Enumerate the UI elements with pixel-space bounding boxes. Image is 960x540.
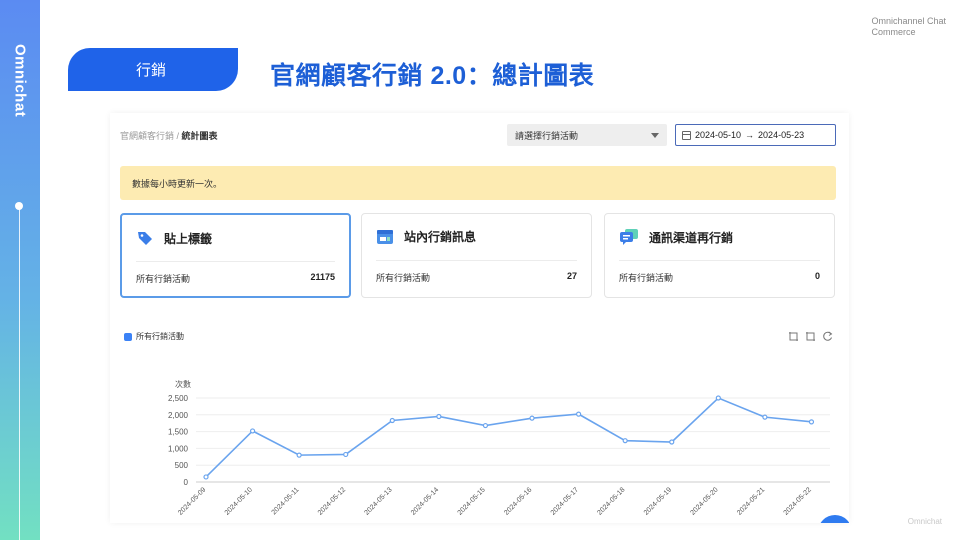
card-row-value: 21175 xyxy=(310,272,335,282)
data-point[interactable] xyxy=(482,422,489,429)
calendar-icon xyxy=(682,130,691,140)
onsite-message-icon xyxy=(377,229,393,244)
y-tick-label: 1,000 xyxy=(168,444,189,453)
sidebar-timeline-dot xyxy=(15,202,23,210)
header-tagline: Omnichannel Chat Commerce xyxy=(871,16,946,38)
data-point[interactable] xyxy=(529,415,535,421)
data-point[interactable] xyxy=(203,474,209,480)
section-tag-label: 行銷 xyxy=(135,62,166,79)
data-point[interactable] xyxy=(762,414,768,420)
chart-toolbox xyxy=(788,331,833,342)
update-notice: 數據每小時更新一次。 xyxy=(120,166,836,200)
card-channel-remarketing[interactable]: 通訊渠道再行銷 所有行銷活動 0 xyxy=(604,213,835,298)
data-point[interactable] xyxy=(715,395,721,401)
campaign-select-placeholder: 請選擇行銷活動 xyxy=(515,130,579,141)
data-point[interactable] xyxy=(296,452,302,458)
chat-fab-button[interactable] xyxy=(818,515,849,523)
slide-title: 官網顧客行銷 2.0：總計圖表 xyxy=(270,62,595,90)
card-divider xyxy=(136,261,335,262)
date-range-picker[interactable]: 2024-05-10 → 2024-05-23 xyxy=(675,124,836,146)
card-row-label: 所有行銷活動 xyxy=(136,274,191,284)
x-tick-label: 2024-05-21 xyxy=(736,486,766,516)
x-tick-label: 2024-05-10 xyxy=(224,486,254,516)
chat-channel-icon xyxy=(620,229,638,245)
sidebar-brand: Omnichat xyxy=(8,44,32,134)
y-tick-label: 1,500 xyxy=(168,428,189,437)
breadcrumb-current: 統計圖表 xyxy=(181,131,218,141)
zoom-reset-icon[interactable] xyxy=(805,331,816,342)
data-point[interactable] xyxy=(575,411,582,417)
x-tick-label: 2024-05-11 xyxy=(271,486,301,516)
card-row-label: 所有行銷活動 xyxy=(619,273,674,283)
data-point[interactable] xyxy=(249,428,256,434)
data-point[interactable] xyxy=(808,419,815,425)
line-chart: 次數 0 500 1,000 1,500 2,000 2,500 2024-05-09 20… xyxy=(168,379,830,517)
x-tick-label: 2024-05-22 xyxy=(783,486,813,516)
x-tick-label: 2024-05-12 xyxy=(317,486,347,516)
tagline-line-2: Commerce xyxy=(871,27,916,37)
card-divider xyxy=(619,260,820,261)
y-tick-label: 500 xyxy=(175,461,189,470)
x-tick-label: 2024-05-09 xyxy=(177,486,207,516)
date-start: 2024-05-10 xyxy=(695,130,742,140)
breadcrumb-separator: / xyxy=(174,131,182,141)
y-axis-label: 次數 xyxy=(175,379,191,389)
y-tick-label: 0 xyxy=(184,478,189,487)
data-point[interactable] xyxy=(436,413,442,420)
data-point[interactable] xyxy=(343,451,349,458)
legend-label: 所有行銷活動 xyxy=(136,332,184,341)
breadcrumb: 官網顧客行銷 / 統計圖表 xyxy=(120,129,218,142)
card-row-value: 27 xyxy=(566,271,577,281)
sidebar-brand-text: Omnichat xyxy=(11,44,29,118)
card-row-value: 0 xyxy=(814,271,820,281)
update-notice-text: 數據每小時更新一次。 xyxy=(132,178,223,189)
y-tick-label: 2,500 xyxy=(168,394,189,403)
screenshot-panel: 官網顧客行銷 / 統計圖表 請選擇行銷活動 2024-05-10 → 2024-… xyxy=(110,113,849,523)
x-tick-label: 2024-05-19 xyxy=(643,486,673,516)
card-tagging[interactable]: 貼上標籤 所有行銷活動 21175 xyxy=(120,213,351,298)
zoom-icon[interactable] xyxy=(788,331,799,342)
y-tick-label: 2,000 xyxy=(168,411,189,420)
x-tick-label: 2024-05-13 xyxy=(363,486,393,516)
card-title: 通訊渠道再行銷 xyxy=(649,230,734,245)
x-tick-label: 2024-05-17 xyxy=(550,486,580,516)
data-point[interactable] xyxy=(669,439,675,445)
series-line xyxy=(205,397,812,478)
chart-legend[interactable]: 所有行銷活動 xyxy=(124,331,184,342)
x-tick-label: 2024-05-18 xyxy=(596,486,626,516)
breadcrumb-parent[interactable]: 官網顧客行銷 xyxy=(120,131,175,141)
section-tag: 行銷 xyxy=(68,48,238,91)
left-sidebar: Omnichat xyxy=(0,0,40,540)
campaign-select[interactable]: 請選擇行銷活動 xyxy=(507,124,667,146)
card-divider xyxy=(376,260,577,261)
x-tick-label: 2024-05-14 xyxy=(410,486,440,516)
restore-icon[interactable] xyxy=(822,331,833,342)
tagline-line-1: Omnichannel Chat xyxy=(871,16,946,26)
chevron-down-icon xyxy=(651,133,659,138)
date-arrow: → xyxy=(745,130,755,140)
footer-brand: Omnichat xyxy=(907,517,942,526)
tag-icon xyxy=(138,232,152,245)
card-title: 站內行銷訊息 xyxy=(404,230,477,244)
card-row-label: 所有行銷活動 xyxy=(376,273,431,283)
data-point[interactable] xyxy=(622,438,628,444)
card-onsite-message[interactable]: 站內行銷訊息 所有行銷活動 27 xyxy=(361,213,592,298)
legend-swatch xyxy=(124,332,132,341)
x-tick-label: 2024-05-16 xyxy=(503,486,533,516)
data-point[interactable] xyxy=(389,417,395,424)
card-title: 貼上標籤 xyxy=(164,231,213,246)
x-tick-label: 2024-05-15 xyxy=(457,486,487,516)
date-end: 2024-05-23 xyxy=(758,130,805,140)
sidebar-timeline xyxy=(19,206,20,540)
x-tick-label: 2024-05-20 xyxy=(689,486,719,516)
